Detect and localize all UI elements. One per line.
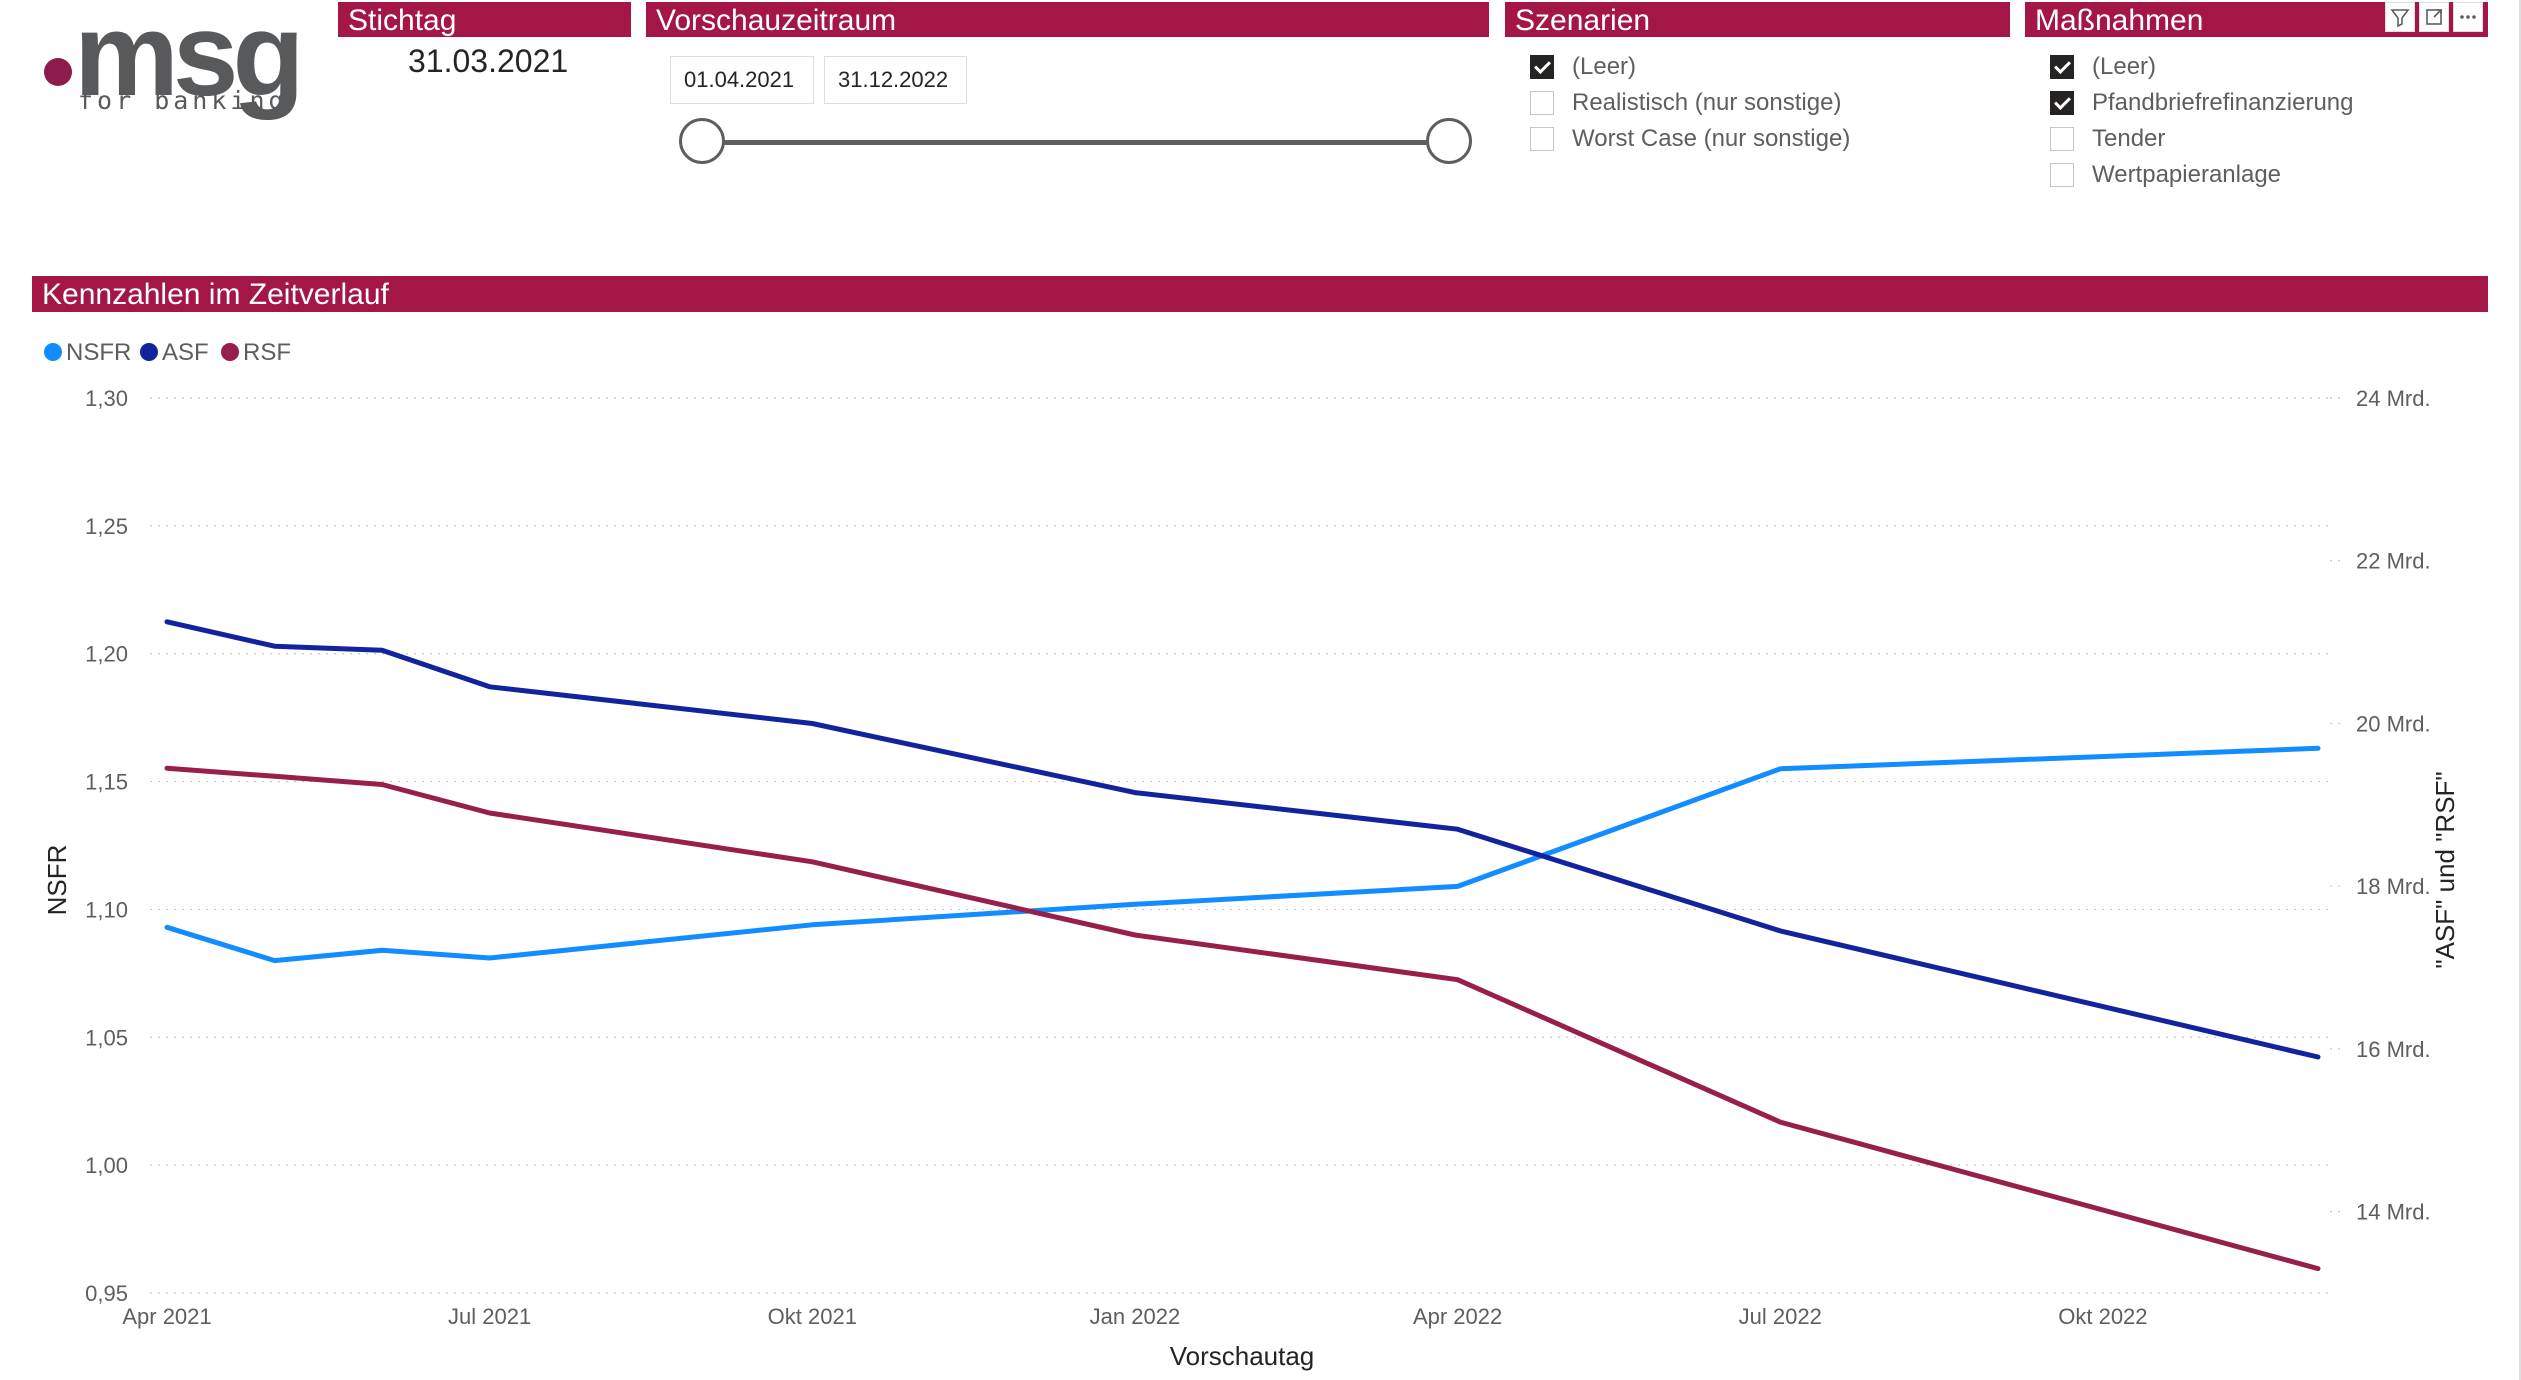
legend-label: RSF [243, 339, 291, 366]
chart-gridlines [150, 397, 2330, 1294]
y-right-tick-label: 20 Mrd. [2356, 711, 2431, 736]
x-tick-label: Apr 2022 [1413, 1304, 1502, 1329]
more-options-icon[interactable] [2453, 2, 2483, 32]
x-tick-label: Okt 2022 [2058, 1304, 2147, 1329]
series-line-rsf[interactable] [164, 765, 2321, 1272]
logo-subtitle: for banking [78, 86, 288, 115]
szenario-checkbox[interactable] [1530, 91, 1554, 115]
legend-marker [221, 343, 239, 361]
date-range-start-handle[interactable] [679, 118, 725, 164]
chart-legend: NSFR ASF RSF [44, 339, 291, 366]
series-line-asf[interactable] [164, 619, 2321, 1060]
y-right-tick-label: 22 Mrd. [2356, 549, 2431, 574]
chart-title: Kennzahlen im Zeitverlauf [32, 276, 2488, 312]
y-axis-right: 24 Mrd. 22 Mrd. 20 Mrd. 18 Mrd. 16 Mrd. 14 Mr… [2330, 386, 2431, 1225]
y-left-tick-label: 0,95 [85, 1281, 128, 1306]
page-right-border [2519, 0, 2521, 1380]
legend-item-nsfr[interactable]: NSFR [44, 339, 131, 366]
massnahme-option-label: (Leer) [2092, 53, 2157, 80]
massnahme-checkbox[interactable] [2050, 163, 2074, 187]
x-axis-title: Vorschautag [1170, 1341, 1315, 1371]
y-right-tick-label: 16 Mrd. [2356, 1037, 2431, 1062]
y-left-tick-label: 1,10 [85, 897, 128, 922]
y-left-tick-label: 1,15 [85, 770, 128, 795]
date-to-input[interactable]: 31.12.2022 [824, 56, 967, 104]
massnahme-checkbox[interactable] [2050, 91, 2074, 115]
series-line-nsfr[interactable] [164, 745, 2321, 964]
filter-icon[interactable] [2385, 2, 2415, 32]
szenario-option-label: Worst Case (nur sonstige) [1572, 125, 1851, 152]
massnahme-option-label: Pfandbriefrefinanzierung [2092, 89, 2354, 116]
massnahme-option-label: Tender [2092, 125, 2166, 152]
x-tick-label: Apr 2021 [122, 1304, 211, 1329]
stichtag-value: 31.03.2021 [408, 43, 569, 79]
date-range-slider-track[interactable] [702, 140, 1450, 145]
y-axis-left: 1,30 1,25 1,20 1,15 1,10 1,05 1,00 0,95 [85, 386, 128, 1306]
szenario-checkbox[interactable] [1530, 55, 1554, 79]
massnahme-option-label: Wertpapieranlage [2092, 161, 2282, 188]
y-left-tick-label: 1,25 [85, 514, 128, 539]
msg-logo: msg for banking [38, 0, 328, 115]
legend-marker [44, 343, 62, 361]
legend-marker [140, 343, 158, 361]
x-tick-label: Jul 2021 [448, 1304, 531, 1329]
szenario-checkbox[interactable] [1530, 127, 1554, 151]
y-left-tick-label: 1,30 [85, 386, 128, 411]
legend-label: ASF [162, 339, 209, 366]
focus-mode-icon[interactable] [2419, 2, 2449, 32]
y-left-tick-label: 1,20 [85, 642, 128, 667]
legend-item-asf[interactable]: ASF [140, 339, 209, 366]
chart-series-lines [164, 619, 2321, 1272]
y-axis-left-title: NSFR [42, 845, 72, 916]
legend-label: NSFR [66, 339, 131, 366]
logo-dot [44, 58, 72, 86]
y-right-tick-label: 14 Mrd. [2356, 1200, 2431, 1225]
stichtag-header: Stichtag [338, 2, 631, 37]
y-left-tick-label: 1,05 [85, 1025, 128, 1050]
szenario-option-label: Realistisch (nur sonstige) [1572, 89, 1842, 116]
kennzahlen-line-chart: NSFR ASF RSF 1,30 1,25 1,20 1,15 1,10 1,05 1,00 0… [42, 339, 2460, 1371]
szenarien-header: Szenarien [1505, 2, 2010, 37]
y-right-tick-label: 18 Mrd. [2356, 874, 2431, 899]
massnahme-checkbox[interactable] [2050, 55, 2074, 79]
vorschauzeitraum-header: Vorschauzeitraum [646, 2, 1489, 37]
legend-item-rsf[interactable]: RSF [221, 339, 291, 366]
date-range-end-handle[interactable] [1426, 118, 1472, 164]
logo-word: msg [74, 0, 305, 121]
y-axis-right-title: "ASF" und "RSF" [2430, 771, 2460, 968]
y-left-tick-label: 1,00 [85, 1153, 128, 1178]
x-tick-label: Okt 2021 [768, 1304, 857, 1329]
massnahme-checkbox[interactable] [2050, 127, 2074, 151]
x-axis: Apr 2021 Jul 2021 Okt 2021 Jan 2022 Apr 2022… [122, 1304, 2147, 1329]
szenario-option-label: (Leer) [1572, 53, 1637, 80]
x-tick-label: Jul 2022 [1739, 1304, 1822, 1329]
x-tick-label: Jan 2022 [1090, 1304, 1181, 1329]
y-right-tick-label: 24 Mrd. [2356, 386, 2431, 411]
date-from-input[interactable]: 01.04.2021 [670, 56, 814, 104]
